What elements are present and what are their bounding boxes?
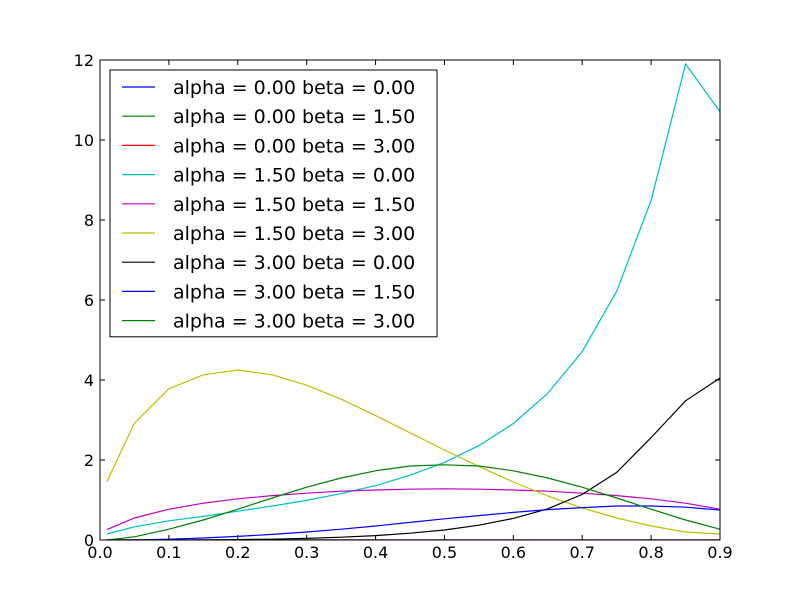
legend-label-1: alpha = 0.00 beta = 0.00: [173, 77, 415, 99]
legend-label-7: alpha = 3.00 beta = 0.00: [173, 252, 415, 274]
legend-label-3: alpha = 0.00 beta = 3.00: [173, 135, 415, 157]
y-tick-label: 6: [84, 291, 94, 310]
legend-label-4: alpha = 1.50 beta = 0.00: [173, 165, 415, 187]
y-tick-label: 8: [84, 211, 94, 230]
x-tick-label: 0.7: [569, 543, 594, 562]
x-tick-label: 0.6: [501, 543, 526, 562]
legend-label-8: alpha = 3.00 beta = 1.50: [173, 281, 415, 303]
plot-area: [106, 62, 720, 540]
x-tick-label: 0.2: [225, 543, 250, 562]
y-tick-label: 2: [84, 451, 94, 470]
legend-box: [109, 69, 438, 338]
x-tick-label: 0.8: [638, 543, 663, 562]
legend-label-5: alpha = 1.50 beta = 1.50: [173, 194, 415, 216]
y-tick-label: 10: [74, 131, 94, 150]
legend-label-9: alpha = 3.00 beta = 3.00: [173, 311, 415, 333]
y-tick-label: 12: [74, 51, 94, 70]
x-tick-label: 0.5: [432, 543, 457, 562]
series-line-4: [106, 62, 720, 535]
legend-label-2: alpha = 0.00 beta = 1.50: [173, 106, 415, 128]
axes: 0.0 0.1 0.2 0.3 0.4 0.5 0.6 0.7 0.8 0.9 0 2 4 6 8 10 12: [74, 51, 733, 562]
legend-label-6: alpha = 1.50 beta = 3.00: [173, 223, 415, 245]
series-line-5: [106, 488, 720, 531]
x-tick-label: 0.4: [363, 543, 388, 562]
series-line-7: [106, 377, 720, 540]
series-group: [106, 62, 720, 540]
series-line-6: [106, 369, 720, 535]
y-tick-label: 0: [84, 531, 94, 550]
y-tick-label: 4: [84, 371, 94, 390]
x-tick-label: 0.1: [156, 543, 181, 562]
x-tick-label: 0.3: [294, 543, 319, 562]
series-line-8: [106, 505, 720, 540]
series-line-9: [106, 464, 720, 540]
x-tick-label: 0.9: [707, 543, 732, 562]
legend: alpha = 0.00 beta = 0.00 alpha = 0.00 bet…: [109, 69, 438, 338]
x-tick-label: 0.0: [87, 543, 112, 562]
